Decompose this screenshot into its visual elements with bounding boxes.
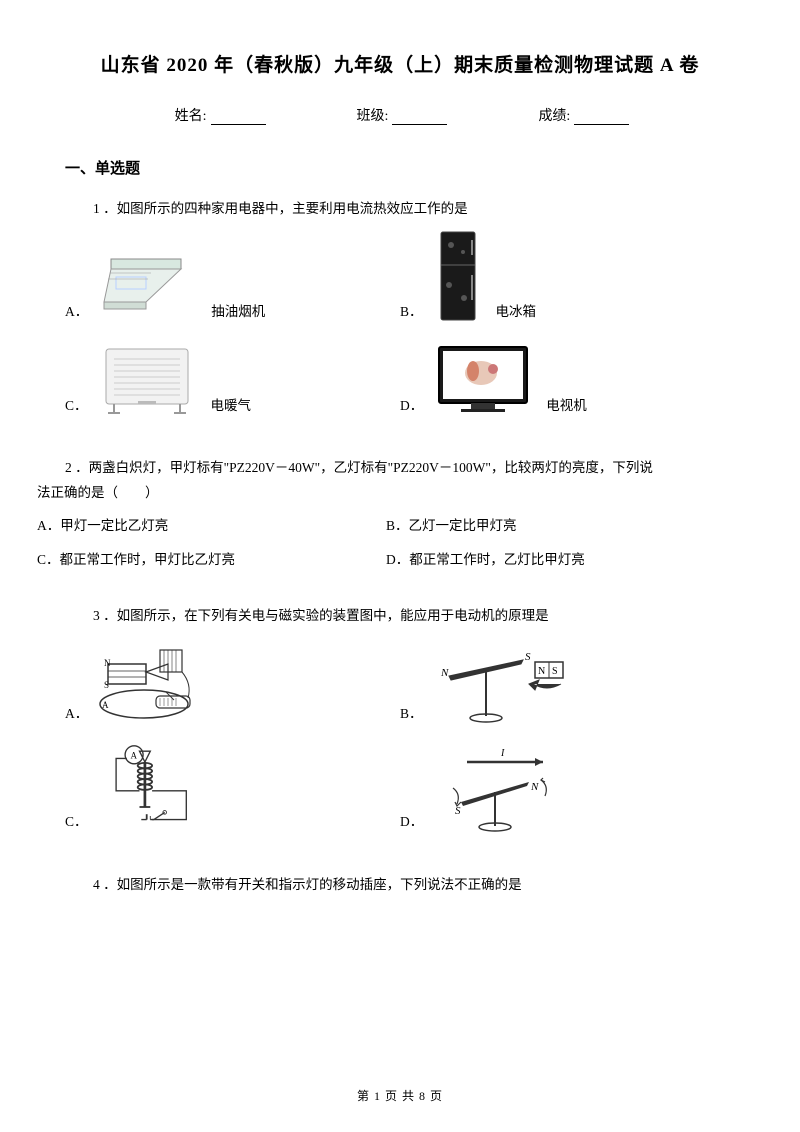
q2-option-d: D．都正常工作时，乙灯比甲灯亮 <box>386 548 735 572</box>
svg-text:S: S <box>104 680 109 690</box>
q3-c-letter: C． <box>65 809 88 835</box>
q1-c-letter: C． <box>65 393 88 419</box>
experiment-d-icon: S N I <box>431 744 581 834</box>
svg-text:N: N <box>440 667 449 679</box>
q3-option-a: A． N S A <box>65 636 400 726</box>
score-label: 成绩: <box>538 105 570 125</box>
fridge-icon <box>431 230 486 325</box>
experiment-a-icon: N S A <box>96 636 246 726</box>
q3-b-letter: B． <box>400 701 423 727</box>
q1-option-c: C． 电暖气 <box>65 341 400 419</box>
q3-option-d: D． S N I <box>400 744 735 834</box>
class-label: 班级: <box>357 105 389 125</box>
page-footer: 第 1 页 共 8 页 <box>0 1087 800 1104</box>
page-title: 山东省 2020 年（春秋版）九年级（上）期末质量检测物理试题 A 卷 <box>65 50 735 77</box>
svg-text:S: S <box>455 805 461 817</box>
score-blank <box>574 124 629 125</box>
q2-option-c: C．都正常工作时，甲灯比乙灯亮 <box>37 548 386 572</box>
q1-option-d: D． 电视机 <box>400 341 735 419</box>
question-3: 3 ．如图所示，在下列有关电与磁实验的装置图中，能应用于电动机的原理是 A． N… <box>65 603 735 853</box>
q2-option-b: B．乙灯一定比甲灯亮 <box>386 514 735 538</box>
svg-text:N: N <box>538 666 545 677</box>
svg-text:N: N <box>530 781 539 793</box>
q3-a-letter: A． <box>65 701 88 727</box>
question-2: 2 ．两盏白炽灯，甲灯标有"PZ220V－40W"，乙灯标有"PZ220V－10… <box>37 455 735 583</box>
q3-d-letter: D． <box>400 809 423 835</box>
q4-text: 4 ．如图所示是一款带有开关和指示灯的移动插座，下列说法不正确的是 <box>93 872 735 898</box>
q1-c-label: 电暖气 <box>211 393 252 419</box>
q3-option-c: C． A <box>65 744 400 834</box>
q1-b-label: 电冰箱 <box>496 299 537 325</box>
svg-text:I: I <box>500 748 505 759</box>
range-hood-icon <box>96 247 201 325</box>
q1-option-a: A． 抽油烟机 <box>65 230 400 325</box>
q1-d-label: 电视机 <box>546 393 587 419</box>
class-blank <box>392 124 447 125</box>
q1-a-letter: A． <box>65 299 88 325</box>
q1-d-letter: D． <box>400 393 423 419</box>
q2-spec-a: PZ220V－40W <box>229 460 315 475</box>
q2-text-p3: "，比较两灯的亮度，下列说 <box>485 460 653 475</box>
tv-icon <box>431 341 536 419</box>
q2-text-p1: 2 ．两盏白炽灯，甲灯标有" <box>65 460 229 475</box>
q2-text-p4: 法正确的是（ ） <box>37 480 735 506</box>
q1-option-b: B． 电冰箱 <box>400 230 735 325</box>
q1-a-label: 抽油烟机 <box>211 299 265 325</box>
q3-text: 3 ．如图所示，在下列有关电与磁实验的装置图中，能应用于电动机的原理是 <box>93 603 735 629</box>
heater-icon <box>96 341 201 419</box>
q2-option-a: A．甲灯一定比乙灯亮 <box>37 514 386 538</box>
experiment-b-icon: N S N S <box>431 636 581 726</box>
svg-text:N: N <box>104 658 111 668</box>
q1-text: 1 ．如图所示的四种家用电器中，主要利用电流热效应工作的是 <box>93 196 735 222</box>
name-blank <box>211 124 266 125</box>
q1-b-letter: B． <box>400 299 423 325</box>
svg-text:A: A <box>102 700 109 710</box>
svg-text:S: S <box>525 651 531 663</box>
question-1: 1 ．如图所示的四种家用电器中，主要利用电流热效应工作的是 A． 抽油烟机 B． <box>65 196 735 435</box>
experiment-c-icon: A <box>96 744 246 834</box>
q2-text-p2: "，乙灯标有" <box>315 460 394 475</box>
section-header: 一、单选题 <box>65 157 735 178</box>
student-info-row: 姓名: 班级: 成绩: <box>65 105 735 125</box>
question-4: 4 ．如图所示是一款带有开关和指示灯的移动插座，下列说法不正确的是 <box>65 872 735 898</box>
name-label: 姓名: <box>175 105 207 125</box>
q3-option-b: B． N S N S <box>400 636 735 726</box>
svg-text:S: S <box>552 666 558 677</box>
svg-text:A: A <box>130 751 137 761</box>
q2-spec-b: PZ220V－100W <box>393 460 485 475</box>
